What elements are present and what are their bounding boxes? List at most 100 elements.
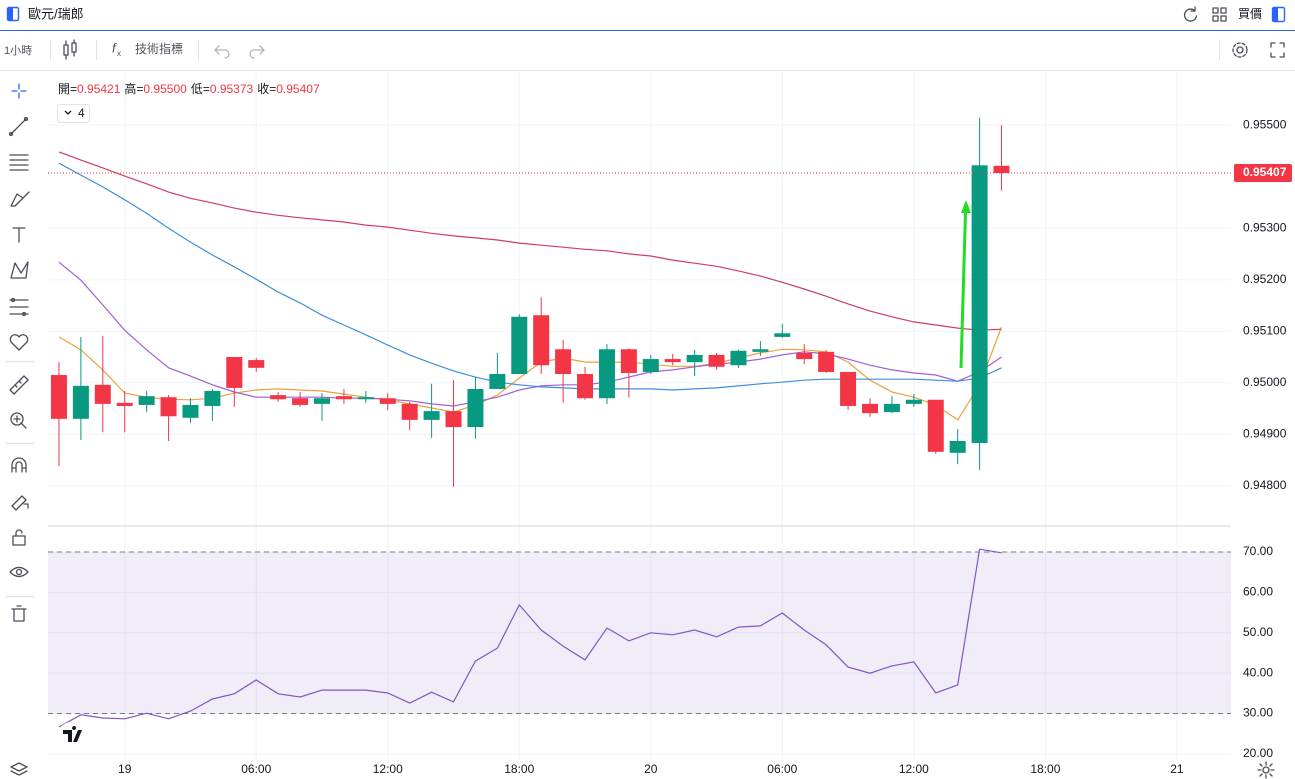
measure-tool[interactable]	[9, 375, 29, 395]
plot-area: 19 06:00 12:00 18:00 20 06:00 12:00 18:00 21 0.95…	[48, 72, 1292, 776]
legend-value: 0.95373	[210, 82, 254, 96]
candle-body	[708, 354, 725, 367]
fullscreen-button[interactable]	[1270, 42, 1285, 58]
layout-button[interactable]	[1212, 7, 1227, 22]
trend-line-tool[interactable]	[8, 116, 29, 137]
quote-type[interactable]: 買價	[1238, 7, 1262, 21]
candle-body	[335, 396, 352, 400]
indicators-button[interactable]: 技術指標	[135, 41, 183, 56]
candle-body	[94, 384, 111, 404]
axis-settings-button[interactable]	[1257, 761, 1275, 779]
annotation-arrow	[959, 200, 971, 369]
favorites-tool[interactable]	[9, 334, 29, 351]
refresh-button[interactable]	[1183, 6, 1198, 22]
candle-body	[949, 440, 966, 453]
candle-body	[182, 404, 199, 418]
candle-body	[796, 352, 813, 360]
x-tick-label: 19	[118, 762, 132, 776]
candle-body	[379, 398, 396, 404]
prediction-tool[interactable]	[9, 297, 29, 317]
visibility-tool[interactable]	[9, 566, 29, 578]
candle-body	[116, 402, 133, 406]
last-price-label: 0.95407	[1243, 165, 1287, 179]
band-layer	[48, 551, 1231, 715]
y-tick-label: 0.95300	[1243, 220, 1287, 234]
candle-body	[445, 411, 462, 428]
candle-body	[511, 316, 528, 374]
candle-body	[664, 359, 681, 363]
x-tick-label: 06:00	[241, 762, 271, 776]
candle-body	[752, 349, 769, 352]
x-tick-label: 12:00	[373, 762, 403, 776]
candle-body	[598, 349, 615, 399]
y-tick-label: 0.95000	[1243, 375, 1287, 389]
y-tick-label: 0.95200	[1243, 272, 1287, 286]
candle-body	[423, 411, 440, 420]
magnet-tool[interactable]	[11, 457, 27, 473]
y-tick-label: 0.95100	[1243, 323, 1287, 337]
fx-icon: x	[117, 49, 121, 58]
y-tick-label: 50.00	[1243, 625, 1273, 639]
undo-button[interactable]	[214, 45, 230, 59]
legend-value: 0.95407	[276, 82, 320, 96]
drawing-toolbar	[5, 83, 35, 776]
fib-tool[interactable]	[9, 154, 29, 171]
interval-button[interactable]: 1小時	[4, 44, 32, 57]
x-tick-label: 12:00	[899, 762, 929, 776]
legend-label: 收=	[257, 82, 276, 96]
candle-body	[489, 374, 506, 389]
pattern-tool[interactable]	[10, 261, 29, 279]
legend-label: 低=	[191, 81, 210, 96]
x-tick-label: 18:00	[1030, 762, 1060, 776]
zoom-tool[interactable]	[10, 412, 27, 429]
candle-body	[818, 351, 835, 372]
fx-icon: f	[112, 40, 117, 55]
indicator-toggle[interactable]: 4	[57, 104, 90, 123]
legend-label: 高=	[124, 81, 143, 96]
crosshair-tool[interactable]	[11, 83, 27, 99]
candle-body	[204, 391, 221, 406]
lock-drawing-tool[interactable]	[11, 495, 29, 511]
candle-body	[577, 374, 594, 399]
brush-tool[interactable]	[10, 191, 30, 207]
y-tick-label: 0.94800	[1243, 478, 1287, 492]
last-price-badge	[1234, 164, 1292, 183]
y-tick-label: 30.00	[1243, 706, 1273, 720]
object-tree-button[interactable]	[10, 762, 28, 776]
candle-body	[357, 397, 374, 400]
y-tick-label: 60.00	[1243, 585, 1273, 599]
candle-body	[555, 349, 572, 374]
rsi-band	[48, 552, 1231, 714]
candle-body	[50, 375, 67, 419]
candle-body	[927, 399, 944, 452]
settings-button[interactable]	[1232, 42, 1248, 58]
candle-body	[905, 399, 922, 404]
redo-button[interactable]	[249, 45, 265, 59]
symbol-title[interactable]: 歐元/瑞郎	[28, 6, 84, 21]
y-tick-label: 40.00	[1243, 665, 1273, 679]
candle-body	[620, 349, 637, 373]
x-tick-label: 06:00	[767, 762, 797, 776]
candle-body	[401, 403, 418, 420]
axis-layer: 19 06:00 12:00 18:00 20 06:00 12:00 18:00 21 0.95…	[48, 117, 1292, 776]
y-tick-label: 70.00	[1243, 544, 1273, 558]
moving-average	[58, 326, 1003, 421]
text-tool[interactable]	[12, 227, 26, 243]
lock-tool[interactable]	[12, 529, 26, 546]
grid-layer	[48, 72, 1231, 760]
delete-tool[interactable]	[11, 605, 27, 622]
legend-label: 開=	[58, 82, 77, 96]
candle-body	[314, 398, 330, 404]
candle-body	[840, 371, 857, 406]
x-tick-label: 18:00	[504, 762, 534, 776]
candle-body	[971, 165, 988, 444]
candle-body	[993, 165, 1010, 174]
legend-value: 0.95500	[143, 82, 187, 96]
candle-body	[72, 385, 89, 419]
candle-body	[686, 354, 703, 363]
candle-body	[138, 396, 155, 405]
panel-button[interactable]	[1271, 6, 1286, 23]
chart-type-button[interactable]	[63, 39, 77, 60]
candle-body	[160, 397, 177, 417]
